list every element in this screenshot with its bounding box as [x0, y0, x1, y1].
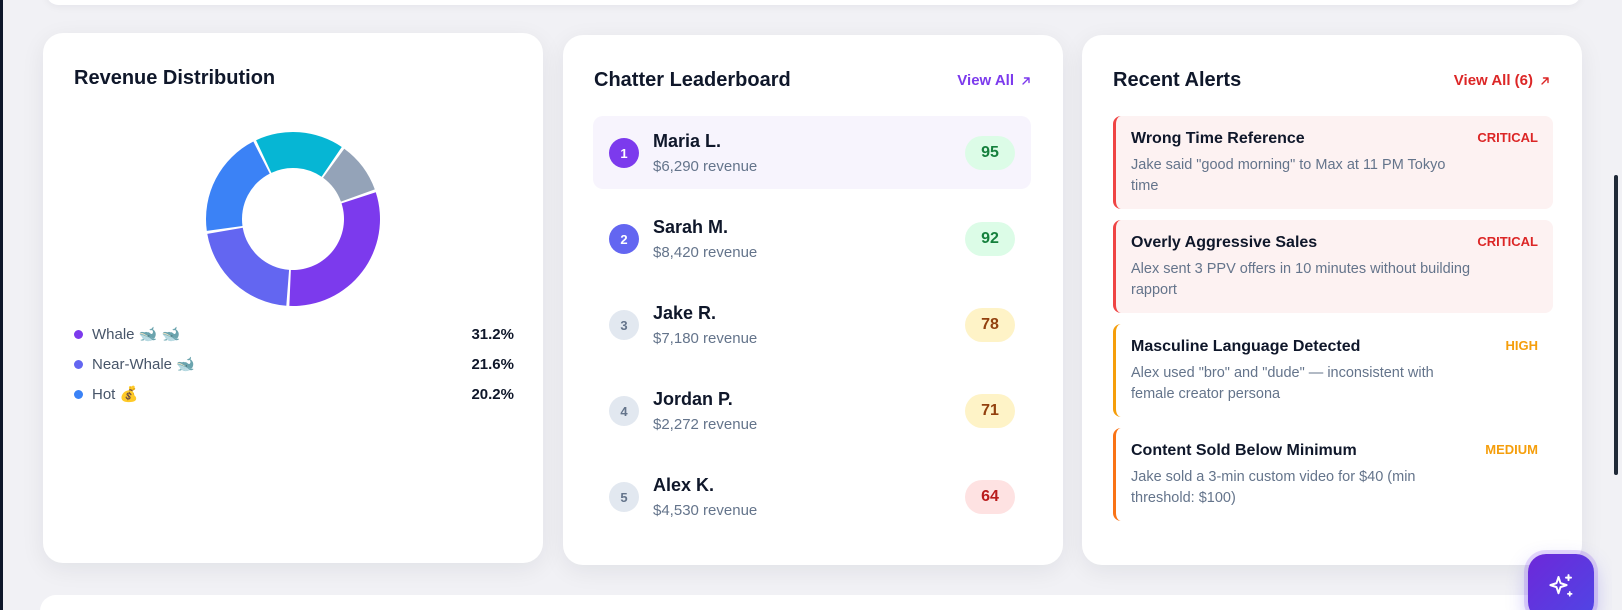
- legend-value: 21.6%: [471, 355, 514, 373]
- alert-severity-badge: HIGH: [1505, 338, 1539, 353]
- alert-severity-badge: MEDIUM: [1485, 442, 1538, 457]
- legend-label: Hot 💰: [92, 386, 139, 403]
- sparkles-icon: [1549, 574, 1573, 597]
- view-all-label: View All: [957, 72, 1014, 89]
- chatter-name: Jordan P.: [653, 389, 733, 409]
- donut-slice-segment-4: [256, 131, 342, 177]
- alert-title: Overly Aggressive Sales: [1131, 234, 1318, 251]
- leaderboard-row[interactable]: 5 Alex K. $4,530 revenue 64: [593, 460, 1031, 533]
- alert-title: Content Sold Below Minimum: [1131, 442, 1357, 459]
- rank-badge: 5: [609, 482, 639, 512]
- view-all-label: View All (6): [1453, 72, 1533, 89]
- legend-label: Near-Whale 🐋: [92, 356, 195, 373]
- chatter-name: Sarah M.: [653, 217, 729, 237]
- leaderboard-row[interactable]: 1 Maria L. $6,290 revenue 95: [593, 116, 1031, 189]
- leaderboard-list: 1 Maria L. $6,290 revenue 95 2 Sarah M. …: [593, 116, 1031, 546]
- legend-item-near-whale: Near-Whale 🐋 21.6%: [74, 349, 514, 379]
- leaderboard-row[interactable]: 2 Sarah M. $8,420 revenue 92: [593, 202, 1031, 275]
- revenue-donut-chart: [206, 131, 380, 306]
- alert-item[interactable]: Content Sold Below Minimum MEDIUM Jake s…: [1113, 428, 1553, 521]
- chatter-revenue: $2,272 revenue: [653, 416, 758, 433]
- score-badge: 95: [965, 136, 1015, 170]
- legend-item-hot: Hot 💰 20.2%: [74, 379, 514, 409]
- rank-badge: 2: [609, 224, 639, 254]
- recent-alerts-card: Recent Alerts View All (6) Wrong Time Re…: [1082, 35, 1582, 565]
- chatter-revenue: $8,420 revenue: [653, 244, 758, 261]
- top-card-partial: [46, 0, 1581, 5]
- bottom-card-partial: [40, 595, 1580, 610]
- chatter-revenue: $7,180 revenue: [653, 330, 758, 347]
- alert-severity-badge: CRITICAL: [1477, 130, 1538, 145]
- donut-slice-segment-5: [323, 148, 375, 202]
- arrow-up-right-icon: [1541, 76, 1549, 85]
- scrollbar-thumb[interactable]: [1614, 175, 1618, 475]
- rank-badge: 1: [609, 138, 639, 168]
- arrow-up-right-icon: [1022, 76, 1030, 85]
- ai-assistant-button[interactable]: [1528, 554, 1594, 610]
- chatter-revenue: $4,530 revenue: [653, 502, 758, 519]
- chatter-name: Maria L.: [653, 131, 722, 151]
- score-badge: 64: [965, 480, 1015, 514]
- alerts-list: Wrong Time Reference CRITICAL Jake said …: [1113, 116, 1553, 532]
- leaderboard-view-all-link[interactable]: View All: [957, 72, 1031, 89]
- score-badge: 92: [965, 222, 1015, 256]
- legend-label: Whale 🐋 🐋: [92, 326, 181, 343]
- alert-item[interactable]: Wrong Time Reference CRITICAL Jake said …: [1113, 116, 1553, 209]
- donut-slice-near-whale: [207, 227, 290, 306]
- alert-description: Jake said "good morning" to Max at 11 PM…: [1131, 157, 1446, 194]
- revenue-legend: Whale 🐋 🐋 31.2% Near-Whale 🐋 21.6% Hot 💰…: [74, 319, 514, 409]
- chatter-leaderboard-card: Chatter Leaderboard View All 1 Maria L. …: [563, 35, 1063, 565]
- alert-description: Jake sold a 3-min custom video for $40 (…: [1131, 469, 1416, 506]
- recent-alerts-title: Recent Alerts: [1113, 69, 1242, 91]
- score-badge: 71: [965, 394, 1015, 428]
- rank-badge: 4: [609, 396, 639, 426]
- donut-slice-whale: [289, 192, 380, 306]
- rank-badge: 3: [609, 310, 639, 340]
- alert-severity-badge: CRITICAL: [1477, 234, 1538, 249]
- legend-dot: [74, 329, 83, 339]
- legend-dot: [74, 359, 83, 369]
- alert-title: Masculine Language Detected: [1131, 338, 1361, 355]
- legend-item-whale: Whale 🐋 🐋 31.2%: [74, 319, 514, 349]
- left-edge: [0, 0, 3, 610]
- revenue-distribution-card: Revenue Distribution Whale 🐋 🐋 31.2% Nea…: [43, 33, 543, 563]
- legend-value: 31.2%: [471, 325, 514, 343]
- chatter-name: Alex K.: [653, 475, 715, 495]
- chatter-revenue: $6,290 revenue: [653, 158, 758, 175]
- donut-slice-hot: [206, 141, 270, 231]
- alert-description: Alex sent 3 PPV offers in 10 minutes wit…: [1131, 261, 1471, 298]
- alerts-view-all-link[interactable]: View All (6): [1454, 72, 1550, 89]
- leaderboard-row[interactable]: 4 Jordan P. $2,272 revenue 71: [593, 374, 1031, 447]
- alert-item[interactable]: Overly Aggressive Sales CRITICAL Alex se…: [1113, 220, 1553, 313]
- alert-item[interactable]: Masculine Language Detected HIGH Alex us…: [1113, 324, 1553, 417]
- revenue-distribution-title: Revenue Distribution: [74, 67, 276, 89]
- alert-title: Wrong Time Reference: [1131, 130, 1305, 147]
- legend-value: 20.2%: [471, 385, 514, 403]
- chatter-leaderboard-title: Chatter Leaderboard: [594, 69, 791, 91]
- chatter-name: Jake R.: [653, 303, 717, 323]
- alert-description: Alex used "bro" and "dude" — inconsisten…: [1131, 365, 1434, 402]
- leaderboard-row[interactable]: 3 Jake R. $7,180 revenue 78: [593, 288, 1031, 361]
- legend-dot: [74, 389, 83, 399]
- score-badge: 78: [965, 308, 1015, 342]
